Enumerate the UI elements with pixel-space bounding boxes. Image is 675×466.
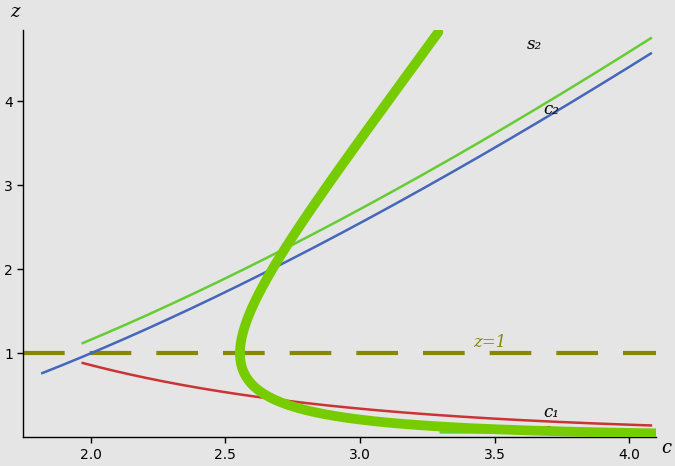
- Text: z: z: [11, 3, 20, 21]
- Text: c: c: [662, 439, 672, 457]
- Text: s₂: s₂: [527, 36, 542, 53]
- Text: c₁: c₁: [543, 404, 559, 421]
- Text: c₂: c₂: [543, 101, 559, 117]
- Text: s₁: s₁: [543, 422, 558, 439]
- Text: z=1: z=1: [473, 334, 506, 350]
